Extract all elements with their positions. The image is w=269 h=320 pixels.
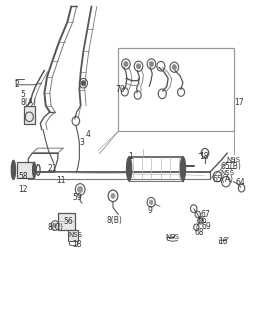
Text: 3: 3	[79, 138, 84, 147]
Text: 16: 16	[218, 237, 228, 246]
Text: 8(C): 8(C)	[47, 223, 63, 232]
Text: 11: 11	[56, 176, 66, 185]
Ellipse shape	[11, 160, 16, 180]
Bar	[118, 48, 234, 131]
Text: 12: 12	[18, 185, 28, 194]
Text: 64: 64	[235, 178, 245, 187]
Bar	[17, 162, 34, 178]
Ellipse shape	[180, 157, 186, 181]
Text: 8(B): 8(B)	[106, 216, 122, 225]
Bar	[24, 106, 35, 124]
Text: 58: 58	[18, 172, 28, 181]
Text: 1: 1	[128, 152, 133, 161]
Bar	[58, 213, 75, 230]
Text: 69: 69	[201, 222, 211, 231]
Text: 56: 56	[63, 217, 73, 226]
Text: 8(A): 8(A)	[20, 98, 36, 107]
Circle shape	[77, 186, 83, 193]
Circle shape	[111, 193, 115, 198]
Text: NSS: NSS	[221, 170, 235, 176]
Text: 21: 21	[47, 164, 56, 173]
Text: NSS: NSS	[226, 157, 240, 163]
Text: 59: 59	[73, 193, 82, 202]
Text: 70: 70	[116, 85, 125, 94]
Circle shape	[172, 65, 176, 70]
Text: 18: 18	[73, 240, 82, 249]
Text: 65(B): 65(B)	[221, 162, 242, 171]
Text: 17: 17	[234, 98, 244, 107]
Text: 5: 5	[20, 90, 25, 99]
Text: 4: 4	[86, 130, 91, 139]
Circle shape	[149, 61, 154, 67]
Text: 9: 9	[148, 206, 153, 215]
Text: 67: 67	[200, 210, 210, 219]
Text: 68: 68	[194, 228, 204, 237]
Text: 18: 18	[199, 152, 208, 161]
Circle shape	[81, 81, 86, 86]
Circle shape	[149, 200, 153, 204]
Ellipse shape	[33, 162, 36, 178]
Text: 66: 66	[198, 216, 207, 225]
Text: 65(A): 65(A)	[213, 175, 233, 184]
Circle shape	[53, 223, 57, 228]
Text: NSS: NSS	[69, 232, 83, 238]
Text: NSS: NSS	[165, 235, 179, 240]
Circle shape	[124, 61, 128, 67]
Bar	[68, 230, 78, 241]
Circle shape	[136, 64, 141, 69]
Ellipse shape	[126, 157, 132, 181]
Text: 2: 2	[15, 80, 20, 89]
